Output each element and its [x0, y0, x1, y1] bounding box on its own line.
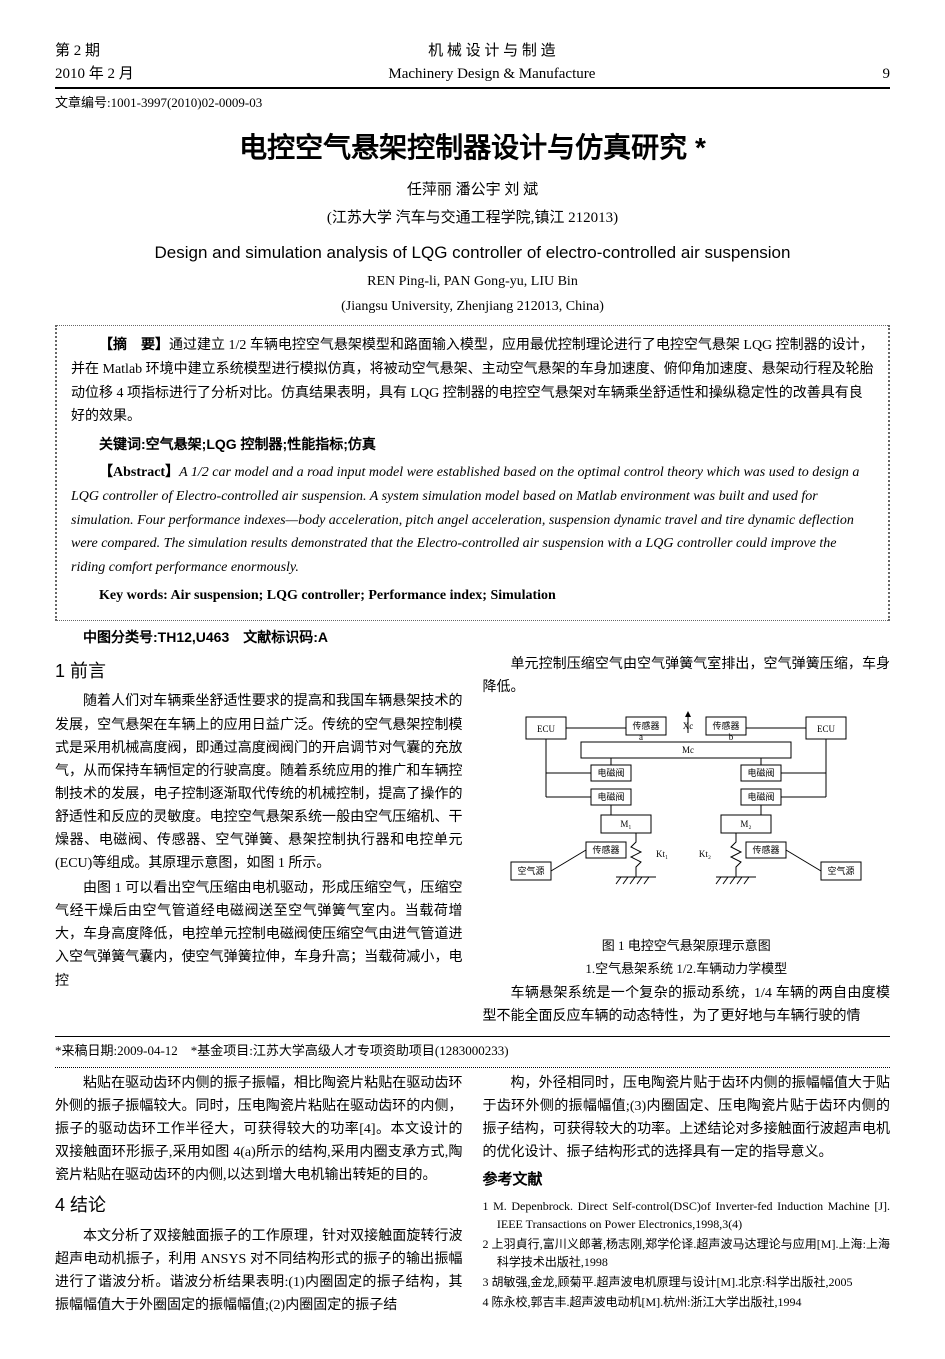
- kt1-label: Kt₁: [656, 849, 668, 859]
- references-title: 参考文献: [483, 1168, 891, 1193]
- affiliation-en: (Jiangsu University, Zhenjiang 212013, C…: [55, 296, 890, 317]
- air-left: 空气源: [518, 865, 545, 876]
- valve-2: 电磁阀: [748, 767, 775, 778]
- left-column: 1 前言 随着人们对车辆乘坐舒适性要求的提高和我国车辆悬架技术的发展，空气悬架在…: [55, 653, 463, 1030]
- dotted-separator: [55, 1067, 890, 1068]
- title-cn: 电控空气悬架控制器设计与仿真研究 *: [55, 127, 890, 169]
- ecu-right: ECU: [817, 724, 836, 734]
- valve-4: 电磁阀: [748, 791, 775, 802]
- sensor-bl: 传感器: [593, 844, 620, 855]
- section-1-title: 1 前言: [55, 657, 463, 687]
- figure-1-diagram: ECU 传感器 Xc 传感器 ECU Mc a b: [506, 707, 866, 927]
- ref-4: 4 陈永校,郭吉丰.超声波电动机[M].杭州:浙江大学出版社,1994: [483, 1293, 891, 1311]
- ref-3: 3 胡敏强,金龙,顾菊平.超声波电机原理与设计[M].北京:科学出版社,2005: [483, 1273, 891, 1291]
- journal-en: Machinery Design & Manufacture: [134, 63, 850, 86]
- mc-label: Mc: [682, 745, 694, 755]
- air-right: 空气源: [828, 865, 855, 876]
- body-p2: 由图 1 可以看出空气压缩由电机驱动，形成压缩空气，压缩空气经干燥后由空气管道经…: [55, 877, 463, 992]
- journal-cn: 机 械 设 计 与 制 造: [134, 40, 850, 63]
- abstract-en: 【Abstract】A 1/2 car model and a road inp…: [71, 461, 874, 580]
- abstract-box: 【摘 要】通过建立 1/2 车辆电控空气悬架模型和路面输入模型，应用最优控制理论…: [55, 325, 890, 621]
- body-p1: 随着人们对车辆乘坐舒适性要求的提高和我国车辆悬架技术的发展，空气悬架在车辆上的应…: [55, 690, 463, 875]
- abstract-en-text: A 1/2 car model and a road input model w…: [71, 465, 859, 575]
- body-right-p2: 车辆悬架系统是一个复杂的振动系统，1/4 车辆的两自由度模型不能全面反应车辆的动…: [483, 982, 891, 1028]
- valve-1: 电磁阀: [598, 767, 625, 778]
- title-en: Design and simulation analysis of LQG co…: [55, 240, 890, 266]
- affiliation-cn: (江苏大学 汽车与交通工程学院,镇江 212013): [55, 207, 890, 230]
- header-issue: 第 2 期 2010 年 2 月: [55, 40, 134, 85]
- kt2-label: Kt₂: [699, 849, 711, 859]
- abstract-label-en: 【Abstract】: [99, 465, 179, 480]
- clc-text: 中图分类号:TH12,U463 文献标识码:A: [83, 629, 328, 645]
- page-header: 第 2 期 2010 年 2 月 机 械 设 计 与 制 造 Machinery…: [55, 40, 890, 89]
- clc: 中图分类号:TH12,U463 文献标识码:A: [55, 627, 890, 649]
- authors-en: REN Ping-li, PAN Gong-yu, LIU Bin: [55, 271, 890, 292]
- lower-right-p1: 构，外径相同时，压电陶瓷片贴于齿环内侧的振幅幅值大于贴于齿环外侧的振幅幅值;(3…: [483, 1072, 891, 1164]
- footnote: *来稿日期:2009-04-12 *基金项目:江苏大学高级人才专项资助项目(12…: [55, 1041, 890, 1061]
- figure-1-sub: 1.空气悬架系统 1/2.车辆动力学模型: [483, 958, 891, 979]
- lower-right: 构，外径相同时，压电陶瓷片贴于齿环内侧的振幅幅值大于贴于齿环外侧的振幅幅值;(3…: [483, 1072, 891, 1320]
- section-4-title: 4 结论: [55, 1191, 463, 1221]
- m1-label: M₁: [621, 819, 632, 829]
- b-label: b: [729, 732, 734, 742]
- abstract-cn-text: 通过建立 1/2 车辆电控空气悬架模型和路面输入模型，应用最优控制理论进行了电控…: [71, 338, 874, 424]
- sensor-top-left: 传感器: [633, 720, 660, 731]
- a-label: a: [639, 732, 643, 742]
- abstract-cn: 【摘 要】通过建立 1/2 车辆电控空气悬架模型和路面输入模型，应用最优控制理论…: [71, 334, 874, 429]
- ecu-left: ECU: [537, 724, 556, 734]
- keywords-cn: 关键词:空气悬架;LQG 控制器;性能指标;仿真: [71, 433, 874, 457]
- main-columns: 1 前言 随着人们对车辆乘坐舒适性要求的提高和我国车辆悬架技术的发展，空气悬架在…: [55, 653, 890, 1030]
- lower-left: 粘贴在驱动齿环内侧的振子振幅，相比陶瓷片粘贴在驱动齿环外侧的振子振幅较大。同时，…: [55, 1072, 463, 1320]
- m2-label: M₂: [741, 819, 752, 829]
- footnote-separator: [55, 1036, 890, 1037]
- issue: 第 2 期: [55, 40, 134, 63]
- lower-left-p1: 粘贴在驱动齿环内侧的振子振幅，相比陶瓷片粘贴在驱动齿环外侧的振子振幅较大。同时，…: [55, 1072, 463, 1187]
- keywords-en: Key words: Air suspension; LQG controlle…: [71, 584, 874, 608]
- right-column: 单元控制压缩空气由空气弹簧气室排出，空气弹簧压缩，车身降低。 ECU 传感器 X…: [483, 653, 891, 1030]
- date: 2010 年 2 月: [55, 63, 134, 86]
- authors-cn: 任萍丽 潘公宇 刘 斌: [55, 179, 890, 202]
- ref-1: 1 M. Depenbrock. Direct Self-control(DSC…: [483, 1197, 891, 1233]
- abstract-label-cn: 【摘 要】: [99, 338, 169, 353]
- sensor-top-right: 传感器: [713, 720, 740, 731]
- valve-3: 电磁阀: [598, 791, 625, 802]
- figure-1-caption: 图 1 电控空气悬架原理示意图: [483, 935, 891, 956]
- body-right-p1: 单元控制压缩空气由空气弹簧气室排出，空气弹簧压缩，车身降低。: [483, 653, 891, 699]
- article-id: 文章编号:1001-3997(2010)02-0009-03: [55, 93, 890, 113]
- page-number: 9: [850, 63, 890, 86]
- lower-columns: 粘贴在驱动齿环内侧的振子振幅，相比陶瓷片粘贴在驱动齿环外侧的振子振幅较大。同时，…: [55, 1072, 890, 1320]
- header-journal: 机 械 设 计 与 制 造 Machinery Design & Manufac…: [134, 40, 850, 85]
- lower-left-p2: 本文分析了双接触面振子的工作原理，针对双接触面旋转行波超声电动机振子，利用 AN…: [55, 1225, 463, 1317]
- ref-2: 2 上羽貞行,富川义郎著,杨志刚,郑学伦译.超声波马达理论与应用[M].上海:上…: [483, 1235, 891, 1271]
- sensor-br: 传感器: [753, 844, 780, 855]
